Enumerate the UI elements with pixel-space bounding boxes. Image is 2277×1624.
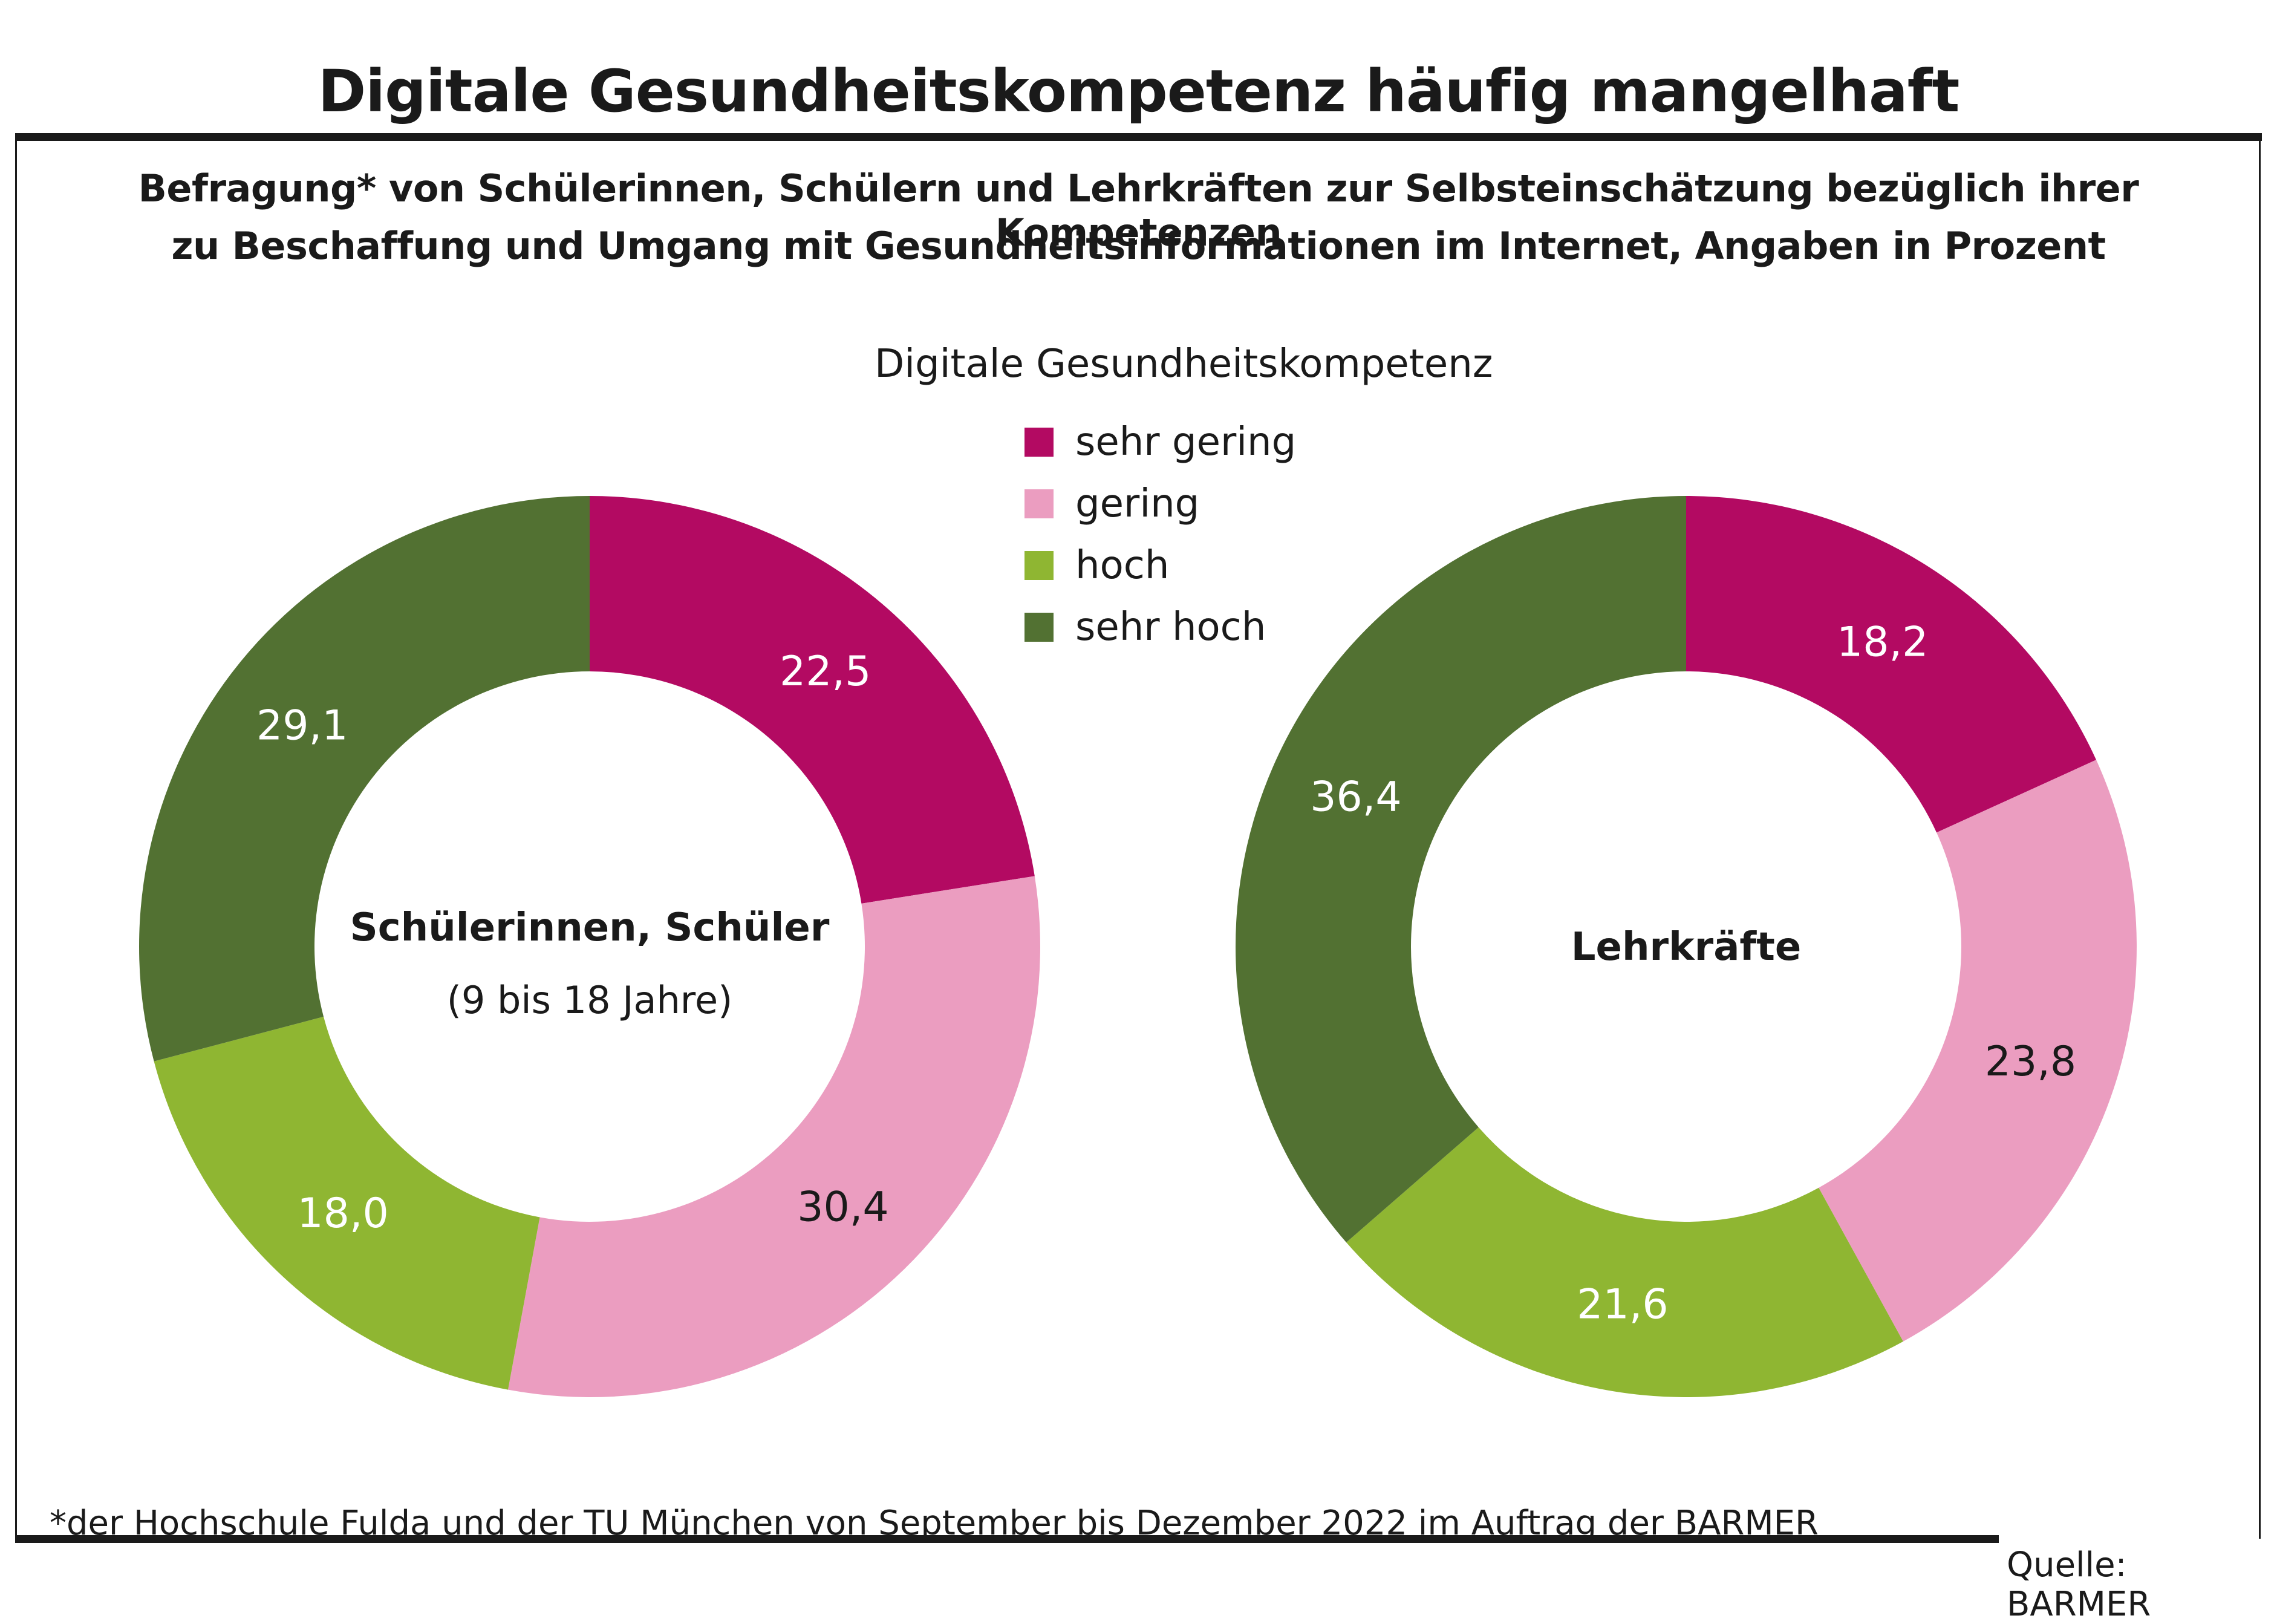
slice-value-label: 22,5	[780, 648, 871, 696]
donut-slice-gering	[1819, 760, 2137, 1342]
legend-item-sehr-hoch: sehr hoch	[1024, 596, 1296, 658]
donut-slice-hoch	[154, 1016, 540, 1390]
donut-lehrkraefte: 18,2 23,8 21,6 36,4 Lehrkräfte	[1235, 496, 2137, 1397]
slice-value-label: 18,0	[297, 1190, 388, 1238]
legend-swatch	[1024, 551, 1054, 580]
donut-slice-sehr-hoch	[138, 496, 590, 1061]
slice-value-label: 21,6	[1577, 1281, 1668, 1329]
chart-subtitle-line-1: Befragung* von Schülerinnen, Schülern un…	[138, 166, 2139, 255]
donut-slice-sehr-hoch	[1235, 496, 1686, 1243]
legend-label: hoch	[1075, 543, 1170, 588]
legend-title: Digitale Gesundheitskompetenz	[875, 342, 1493, 386]
slice-value-label: 30,4	[797, 1184, 888, 1231]
slice-value-label: 23,8	[1985, 1038, 2076, 1086]
legend: sehr gering gering hoch sehr hoch	[1024, 411, 1296, 658]
source-label: Quelle: BARMER	[2007, 1545, 2151, 1624]
legend-item-hoch: hoch	[1024, 535, 1296, 596]
donut-center-title: Schülerinnen, Schüler	[350, 905, 830, 950]
donut-center-title: Lehrkräfte	[1571, 925, 1801, 970]
legend-item-sehr-gering: sehr gering	[1024, 411, 1296, 473]
donut-center-subtitle: (9 bis 18 Jahre)	[447, 978, 733, 1022]
top-rule	[15, 133, 2262, 141]
donut-slice-gering	[508, 876, 1040, 1398]
donut-schueler: 22,5 30,4 18,0 29,1 Schülerinnen, Schüler (9 …	[138, 496, 1040, 1398]
legend-swatch	[1024, 613, 1054, 642]
slice-value-label: 18,2	[1837, 618, 1928, 666]
footnote: *der Hochschule Fulda und der TU München…	[50, 1504, 1819, 1543]
legend-label: gering	[1075, 481, 1200, 526]
slice-value-label: 29,1	[256, 702, 348, 750]
legend-swatch	[1024, 489, 1054, 518]
legend-label: sehr gering	[1075, 420, 1297, 465]
chart-title: Digitale Gesundheitskompetenz häufig man…	[318, 57, 1960, 125]
slice-value-label: 36,4	[1310, 773, 1401, 821]
legend-item-gering: gering	[1024, 473, 1296, 535]
legend-label: sehr hoch	[1075, 605, 1266, 650]
donut-slice-hoch	[1346, 1127, 1903, 1397]
chart-subtitle-line-2: zu Beschaffung und Umgang mit Gesundheit…	[171, 224, 2106, 268]
bottom-rule	[15, 1535, 1999, 1543]
legend-swatch	[1024, 428, 1054, 457]
donut-slice-sehr-gering	[590, 496, 1035, 904]
chart-frame	[15, 135, 2261, 1539]
donut-slice-sehr-gering	[1686, 496, 2097, 833]
